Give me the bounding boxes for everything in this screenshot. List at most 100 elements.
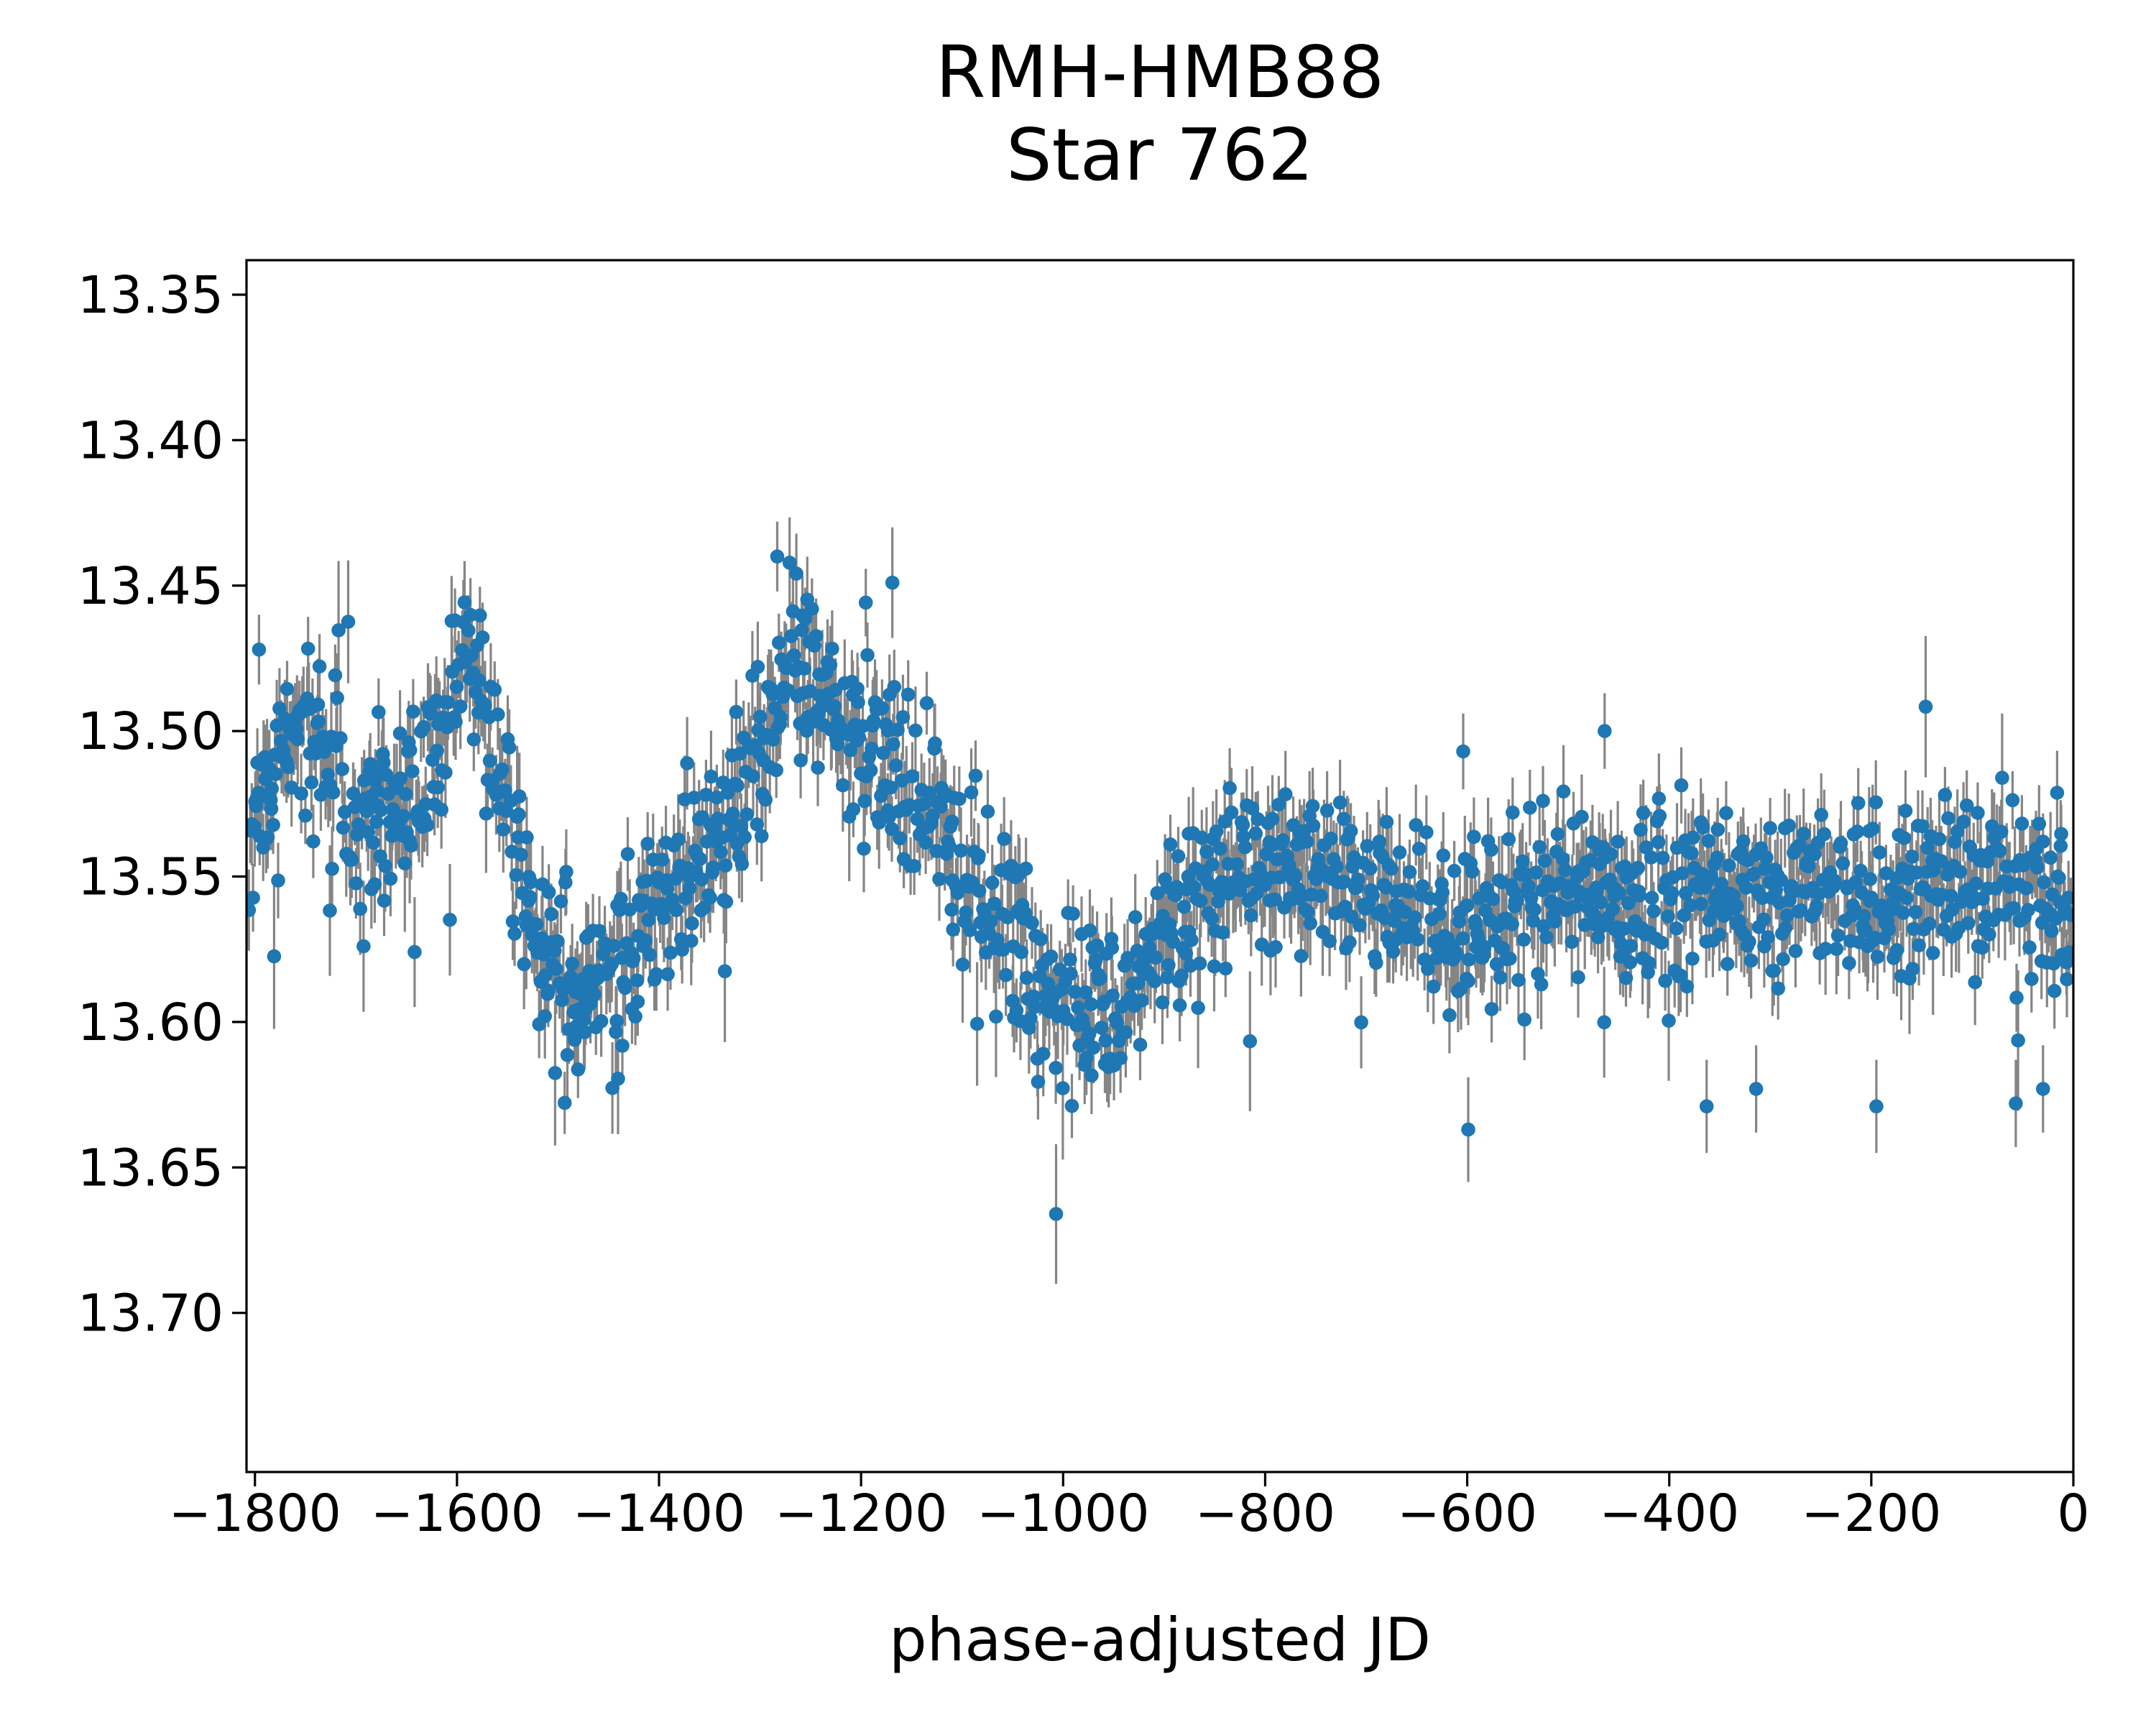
data-point	[808, 629, 824, 643]
data-point	[1322, 934, 1337, 949]
data-point	[1187, 880, 1202, 895]
data-point	[1063, 952, 1077, 967]
y-tick-label: 13.60	[78, 993, 224, 1052]
data-point	[541, 885, 556, 900]
data-point	[264, 781, 280, 796]
data-point	[1571, 970, 1585, 985]
data-point	[1680, 979, 1695, 994]
data-point	[1130, 976, 1146, 991]
data-point	[1909, 865, 1924, 880]
data-point	[2024, 972, 2039, 986]
data-point	[383, 871, 398, 886]
data-point	[1236, 829, 1250, 844]
data-point	[1712, 927, 1727, 942]
data-point	[1088, 953, 1103, 967]
data-point	[1337, 875, 1352, 889]
data-point	[406, 704, 420, 719]
data-point	[750, 660, 765, 674]
data-point	[1618, 970, 1634, 985]
data-point	[361, 825, 375, 840]
data-point	[985, 875, 1000, 890]
data-point	[1133, 1037, 1148, 1052]
data-point	[1948, 834, 1962, 850]
data-point	[1461, 974, 1475, 988]
data-point	[962, 923, 977, 937]
data-point	[1163, 837, 1178, 852]
data-point	[457, 595, 472, 610]
data-point	[794, 622, 809, 638]
x-tick-label: −400	[1599, 1484, 1739, 1543]
data-point	[266, 817, 280, 832]
data-point	[1547, 914, 1562, 929]
data-point	[2037, 875, 2051, 890]
data-point	[1757, 862, 1772, 876]
data-point	[1314, 888, 1328, 903]
data-point	[1856, 908, 1871, 924]
data-point	[1033, 932, 1048, 947]
data-point	[886, 737, 900, 752]
data-point	[649, 967, 664, 982]
axes-layer: −1800 −1600 −1400 −1200 −1000 −800 −600 −400 −20…	[78, 259, 2090, 1543]
data-point	[989, 1009, 1003, 1024]
data-point	[420, 818, 435, 832]
data-point	[875, 701, 890, 716]
data-point	[1493, 970, 1508, 985]
data-point	[393, 771, 408, 786]
data-point	[1218, 961, 1233, 976]
data-point	[272, 701, 287, 716]
data-point	[498, 783, 512, 798]
data-point	[1023, 1011, 1038, 1026]
data-point	[1944, 888, 1958, 903]
data-point	[1776, 952, 1790, 967]
data-point	[699, 788, 714, 802]
data-point	[863, 763, 878, 778]
data-point	[1098, 1034, 1113, 1048]
data-point	[1516, 932, 1531, 947]
data-point	[1350, 873, 1365, 887]
data-point	[353, 901, 368, 916]
data-point	[1632, 888, 1646, 903]
data-point	[950, 886, 965, 901]
data-point	[887, 680, 902, 694]
data-point	[341, 615, 356, 629]
data-point	[1677, 908, 1691, 923]
data-point	[512, 789, 527, 804]
data-point	[1265, 811, 1280, 826]
data-point	[2053, 839, 2068, 853]
data-point	[2011, 1033, 2025, 1048]
data-point	[434, 802, 448, 817]
data-point	[1961, 916, 1976, 931]
data-point	[448, 613, 462, 628]
data-point	[1722, 858, 1736, 873]
data-point	[1192, 956, 1207, 971]
data-point	[1642, 956, 1657, 970]
data-point	[2061, 891, 2073, 905]
data-point	[1864, 891, 1879, 905]
data-point	[2036, 834, 2050, 849]
data-point	[1171, 849, 1186, 863]
data-point	[2009, 990, 2024, 1005]
data-point	[1527, 902, 1542, 917]
data-point	[1597, 1015, 1611, 1030]
data-point	[641, 913, 655, 927]
data-point	[1536, 919, 1551, 934]
data-point	[1611, 834, 1625, 849]
data-point	[945, 814, 959, 829]
data-point	[558, 875, 573, 890]
data-point	[617, 980, 632, 995]
data-point	[1079, 1051, 1094, 1065]
data-point	[377, 755, 391, 770]
data-point	[1686, 830, 1700, 845]
data-point	[1089, 938, 1105, 953]
data-point	[1305, 799, 1320, 814]
data-point	[1818, 942, 1833, 956]
data-point	[247, 891, 260, 905]
data-point	[607, 939, 622, 953]
data-point	[377, 893, 392, 908]
data-point	[1685, 846, 1699, 860]
data-point	[1450, 947, 1465, 962]
data-point	[1271, 797, 1286, 812]
data-point	[1172, 998, 1187, 1013]
data-point	[1379, 814, 1394, 829]
data-point	[1343, 824, 1358, 838]
